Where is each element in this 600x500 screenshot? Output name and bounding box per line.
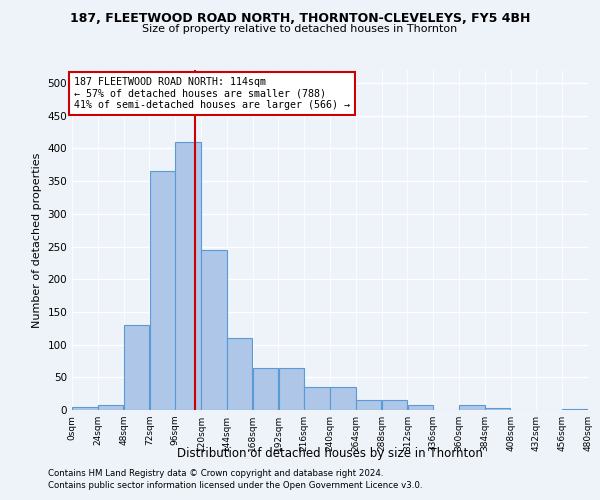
Text: Size of property relative to detached houses in Thornton: Size of property relative to detached ho… <box>142 24 458 34</box>
Bar <box>201 250 227 410</box>
Bar <box>485 408 511 410</box>
Text: 187, FLEETWOOD ROAD NORTH, THORNTON-CLEVELEYS, FY5 4BH: 187, FLEETWOOD ROAD NORTH, THORNTON-CLEV… <box>70 12 530 26</box>
Bar <box>304 387 330 410</box>
Bar <box>356 400 382 410</box>
Bar <box>98 406 124 410</box>
Text: Contains public sector information licensed under the Open Government Licence v3: Contains public sector information licen… <box>48 481 422 490</box>
Bar <box>72 406 98 410</box>
Text: Contains HM Land Registry data © Crown copyright and database right 2024.: Contains HM Land Registry data © Crown c… <box>48 468 383 477</box>
Y-axis label: Number of detached properties: Number of detached properties <box>32 152 42 328</box>
Bar <box>149 172 175 410</box>
Text: 187 FLEETWOOD ROAD NORTH: 114sqm
← 57% of detached houses are smaller (788)
41% : 187 FLEETWOOD ROAD NORTH: 114sqm ← 57% o… <box>74 76 350 110</box>
Bar <box>330 387 356 410</box>
Bar <box>227 338 253 410</box>
Bar <box>382 400 407 410</box>
Bar <box>124 325 149 410</box>
Text: Distribution of detached houses by size in Thornton: Distribution of detached houses by size … <box>177 448 483 460</box>
Bar <box>562 408 588 410</box>
Bar <box>459 406 485 410</box>
Bar <box>407 405 433 410</box>
Bar <box>175 142 201 410</box>
Bar <box>253 368 278 410</box>
Bar <box>278 368 304 410</box>
